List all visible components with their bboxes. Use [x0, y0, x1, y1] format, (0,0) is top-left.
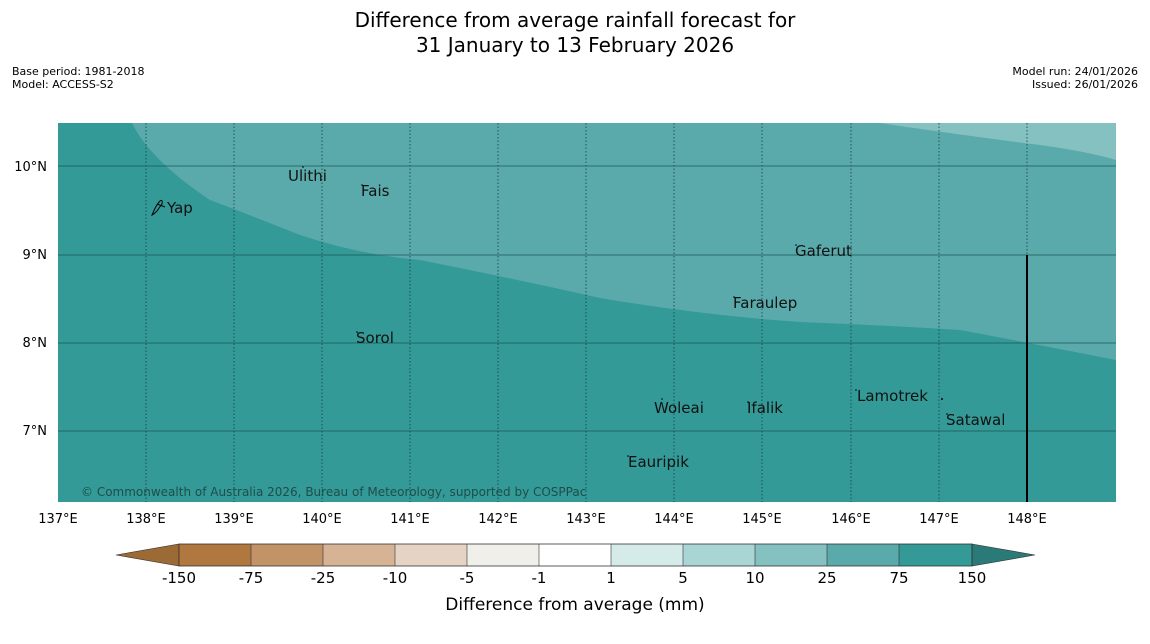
colorbar-segment [395, 544, 467, 566]
longitude-axis: 137°E 138°E 139°E 140°E 141°E 142°E 143°… [38, 512, 1047, 527]
colorbar-title: Difference from average (mm) [445, 595, 704, 615]
island-label-yap: Yap [166, 199, 193, 217]
colorbar-segment [179, 544, 251, 566]
meridians [145, 123, 1028, 502]
island-label-ulithi: Ulithi [288, 167, 327, 185]
colorbar-tick-label: -5 [460, 569, 475, 587]
yap-coastline [151, 199, 166, 217]
meta-right: Model run: 24/01/2026 Issued: 26/01/2026 [1012, 65, 1138, 91]
issued-date: Issued: 26/01/2026 [1031, 78, 1138, 91]
colorbar-tick-label: 1 [606, 569, 616, 587]
band-25-75 [132, 123, 1116, 360]
lat-label: 10°N [14, 160, 47, 175]
colorbar-tick-label: 5 [678, 569, 688, 587]
colorbar-segment [755, 544, 827, 566]
colorbar-dividers [250, 544, 900, 566]
island-label-faraulep: Faraulep [733, 294, 797, 312]
colorbar: -150 -75 -25 -10 -5 -1 1 5 10 25 75 150 … [115, 543, 1036, 615]
island-markers [302, 166, 948, 457]
map-title: Difference from average rainfall forecas… [0, 8, 1150, 58]
model-name: Model: ACCESS-S2 [12, 78, 114, 91]
colorbar-tick-label: 10 [745, 569, 764, 587]
colorbar-tick-label: 25 [817, 569, 836, 587]
lon-label: 143°E [566, 512, 606, 527]
model-run: Model run: 24/01/2026 [1012, 65, 1138, 78]
colorbar-segment [899, 544, 972, 566]
colorbar-segment [323, 544, 395, 566]
colorbar-tick-label: 75 [889, 569, 908, 587]
colorbar-tick-label: -75 [239, 569, 264, 587]
colorbar-segment [251, 544, 323, 566]
colorbar-tick-label: 150 [958, 569, 987, 587]
lon-label: 139°E [214, 512, 254, 527]
colorbar-ticks: -150 -75 -25 -10 -5 -1 1 5 10 25 75 150 [162, 569, 986, 587]
colorbar-segment [539, 544, 611, 566]
colorbar-tick-label: -1 [532, 569, 547, 587]
lat-label: 8°N [23, 336, 48, 351]
island-label-ifalik: Ifalik [747, 399, 783, 417]
title-line-2: 31 January to 13 February 2026 [415, 33, 735, 57]
island-label-lamotrek: Lamotrek [857, 387, 928, 405]
island-label-gaferut: Gaferut [795, 242, 852, 260]
lon-label: 137°E [38, 512, 78, 527]
title-line-1: Difference from average rainfall forecas… [354, 8, 796, 32]
latitude-axis: 10°N 9°N 8°N 7°N [14, 160, 47, 439]
parallels [58, 165, 1116, 432]
colorbar-outline [178, 543, 973, 567]
lon-label: 146°E [831, 512, 871, 527]
lon-label: 140°E [302, 512, 342, 527]
base-period: Base period: 1981-2018 [12, 65, 145, 78]
lon-label: 142°E [478, 512, 518, 527]
lat-label: 7°N [23, 424, 48, 439]
copyright-notice: © Commonwealth of Australia 2026, Bureau… [81, 485, 586, 499]
lon-label: 147°E [919, 512, 959, 527]
lon-label: 144°E [654, 512, 694, 527]
map-panel: Ulithi Fais Yap Gaferut Faraulep Sorol L… [58, 123, 1116, 502]
colorbar-tick-label: -10 [383, 569, 408, 587]
colorbar-extend-low [115, 543, 180, 567]
lon-label: 145°E [742, 512, 782, 527]
colorbar-segment [467, 544, 539, 566]
colorbar-segment [683, 544, 755, 566]
colorbar-tick-label: -150 [162, 569, 196, 587]
band-10-25 [880, 123, 1116, 160]
colorbar-segment [611, 544, 683, 566]
colorbar-extend-high [971, 543, 1036, 567]
lon-label: 138°E [126, 512, 166, 527]
lon-label: 141°E [390, 512, 430, 527]
meta-left: Base period: 1981-2018 Model: ACCESS-S2 [12, 65, 144, 91]
lon-label: 148°E [1007, 512, 1047, 527]
colorbar-segment [827, 544, 899, 566]
island-label-woleai: Woleai [654, 399, 704, 417]
colorbar-tick-label: -25 [311, 569, 336, 587]
island-label-satawal: Satawal [946, 411, 1005, 429]
lat-label: 9°N [23, 248, 48, 263]
island-label-eauripik: Eauripik [628, 453, 689, 471]
island-label-sorol: Sorol [356, 329, 394, 347]
island-label-fais: Fais [361, 182, 390, 200]
